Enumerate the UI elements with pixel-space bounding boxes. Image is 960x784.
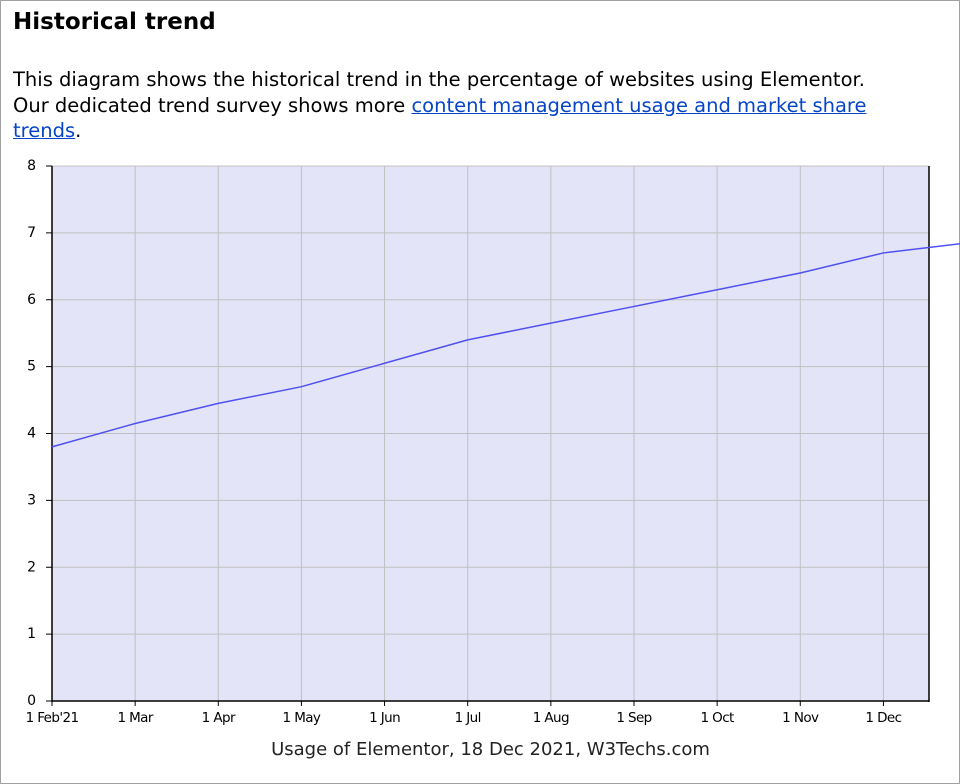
y-tick-label: 2 [27,559,36,575]
section-title: Historical trend [13,9,216,35]
intro-paragraph: This diagram shows the historical trend … [13,67,928,144]
y-tick-label: 1 [27,626,36,642]
x-tick-label: 1 Mar [117,710,153,726]
y-tick-label: 4 [27,426,36,442]
x-tick-label: 1 Oct [701,710,735,726]
x-tick-label: 1 Nov [782,710,819,726]
y-tick-label: 8 [27,158,36,174]
x-tick-label: 1 Jun [369,710,400,726]
y-tick-label: 6 [27,292,36,308]
x-tick-label: 1 Aug [533,710,569,726]
intro-text: Our dedicated trend survey shows more [13,93,412,117]
y-tick-label: 0 [27,693,36,709]
y-tick-label: 3 [27,492,36,508]
x-tick-label: 1 Apr [202,710,236,726]
chart-caption: Usage of Elementor, 18 Dec 2021, W3Techs… [271,739,710,760]
x-tick-label: 1 Dec [865,710,901,726]
data-line [51,242,960,448]
x-tick-label: 1 May [283,710,321,726]
intro-text: . [75,119,82,142]
x-tick-label: 1 Feb'21 [26,710,79,726]
intro-text: This diagram shows the historical trend … [13,68,865,91]
y-tick-label: 7 [27,225,36,241]
y-tick-label: 5 [27,359,36,375]
x-tick-label: 1 Sep [616,710,651,726]
trend-link[interactable]: content management usage and market shar… [13,93,867,143]
x-tick-label: 1 Jul [455,710,481,726]
